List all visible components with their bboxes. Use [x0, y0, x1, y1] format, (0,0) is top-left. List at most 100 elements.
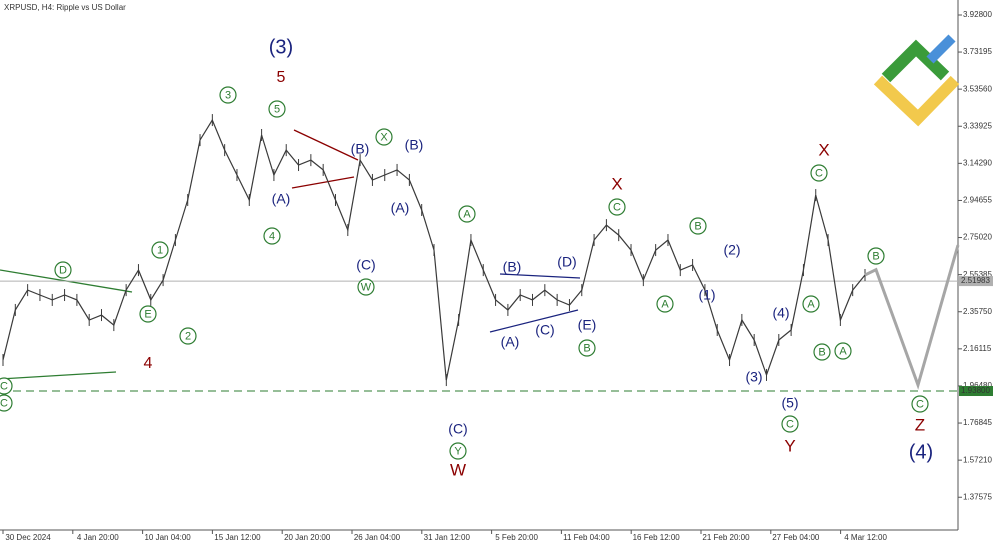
wave-label: (B): [503, 259, 522, 275]
trendline: [291, 176, 355, 189]
wave-label: Y: [454, 445, 462, 457]
wave-label: (C): [448, 421, 467, 437]
wave-label: C: [0, 380, 8, 392]
wave-circle: [911, 395, 929, 413]
wave-label: 3: [225, 89, 231, 101]
wave-label: (4): [909, 441, 933, 463]
price-label-box: [959, 386, 993, 397]
trendline: [489, 309, 579, 333]
wave-label: A: [463, 208, 471, 220]
wave-label: (A): [501, 334, 520, 350]
wave-label: 4: [269, 230, 275, 242]
wave-label: A: [807, 298, 815, 310]
wave-label: 5: [274, 103, 280, 115]
y-tick-label: 2.75020: [963, 233, 992, 242]
wave-label: (B): [351, 141, 370, 157]
wave-label: (4): [772, 305, 789, 321]
wave-circle: [867, 247, 885, 265]
y-tick-label: 1.37575: [963, 492, 992, 501]
x-tick-label: 5 Feb 20:00: [495, 533, 538, 542]
wave-circle: [449, 442, 467, 460]
wave-label: 5: [277, 69, 286, 86]
wave-label: (C): [535, 322, 554, 338]
wave-label: Z: [915, 415, 925, 434]
y-tick-label: 3.53560: [963, 84, 992, 93]
wave-circle: [268, 100, 286, 118]
wave-label: C: [0, 397, 8, 409]
wave-label: (5): [781, 395, 798, 411]
wave-label: (D): [557, 254, 576, 270]
y-tick-label: 3.73195: [963, 47, 992, 56]
wave-label: (2): [723, 242, 740, 258]
wave-circle: [0, 377, 13, 395]
wave-label: X: [818, 140, 829, 159]
trendline: [499, 273, 581, 279]
wave-circle: [802, 295, 820, 313]
logo-part: [881, 39, 950, 83]
wave-label: B: [872, 250, 879, 262]
x-tick-label: 31 Jan 12:00: [424, 533, 471, 542]
wave-label: (B): [405, 137, 424, 153]
wave-label: (3): [745, 369, 762, 385]
trendline: [0, 371, 117, 380]
y-tick-label: 3.92800: [963, 10, 992, 19]
wave-label: Y: [784, 436, 795, 455]
wave-circle: [139, 305, 157, 323]
wave-label: X: [380, 131, 388, 143]
y-tick-label: 1.96480: [963, 381, 992, 390]
wave-circle: [810, 164, 828, 182]
wave-label: C: [916, 398, 924, 410]
wave-circle: [375, 128, 393, 146]
wave-circle: [219, 86, 237, 104]
y-tick-label: 3.33925: [963, 121, 992, 130]
wave-label: 2: [185, 330, 191, 342]
wave-label: B: [818, 346, 825, 358]
y-tick-label: 1.76845: [963, 418, 992, 427]
wave-label: W: [361, 281, 372, 293]
x-tick-label: 27 Feb 04:00: [772, 533, 820, 542]
price-label: 1.93800: [961, 386, 990, 395]
x-tick-label: 21 Feb 20:00: [702, 533, 750, 542]
wave-label: A: [661, 298, 669, 310]
wave-label: C: [815, 167, 823, 179]
price-label: 2.51983: [961, 276, 990, 285]
wave-label: W: [450, 460, 466, 479]
wave-circle: [813, 343, 831, 361]
y-tick-label: 2.16115: [963, 344, 992, 353]
wave-circle: [179, 327, 197, 345]
wave-circle: [689, 217, 707, 235]
wave-circle: [357, 278, 375, 296]
x-tick-label: 15 Jan 12:00: [214, 533, 261, 542]
wave-label: (3): [269, 36, 293, 58]
wave-label: D: [59, 264, 67, 276]
price-label-box: [959, 276, 993, 287]
x-tick-label: 16 Feb 12:00: [633, 533, 681, 542]
logo-part: [926, 34, 956, 64]
wave-label: (A): [391, 200, 410, 216]
wave-label: B: [583, 342, 590, 354]
wave-label: (A): [272, 191, 291, 207]
y-tick-label: 2.94655: [963, 196, 992, 205]
x-tick-label: 10 Jan 04:00: [144, 533, 191, 542]
x-tick-label: 11 Feb 04:00: [563, 533, 610, 542]
x-tick-label: 20 Jan 20:00: [284, 533, 331, 542]
wave-circle: [0, 394, 13, 412]
wave-circle: [54, 261, 72, 279]
wave-label: C: [786, 418, 794, 430]
x-tick-label: 4 Mar 12:00: [844, 533, 887, 542]
wave-circle: [458, 205, 476, 223]
wave-label: C: [613, 201, 621, 213]
wave-circle: [834, 342, 852, 360]
wave-circle: [263, 227, 281, 245]
wave-label: 4: [144, 355, 153, 372]
y-tick-label: 2.55385: [963, 270, 992, 279]
y-tick-label: 2.35750: [963, 307, 992, 316]
x-tick-label: 4 Jan 20:00: [77, 533, 119, 542]
y-tick-label: 3.14290: [963, 158, 992, 167]
logo: [873, 34, 960, 127]
wave-label: (C): [356, 257, 375, 273]
trendline: [293, 129, 359, 161]
wave-circle: [608, 198, 626, 216]
